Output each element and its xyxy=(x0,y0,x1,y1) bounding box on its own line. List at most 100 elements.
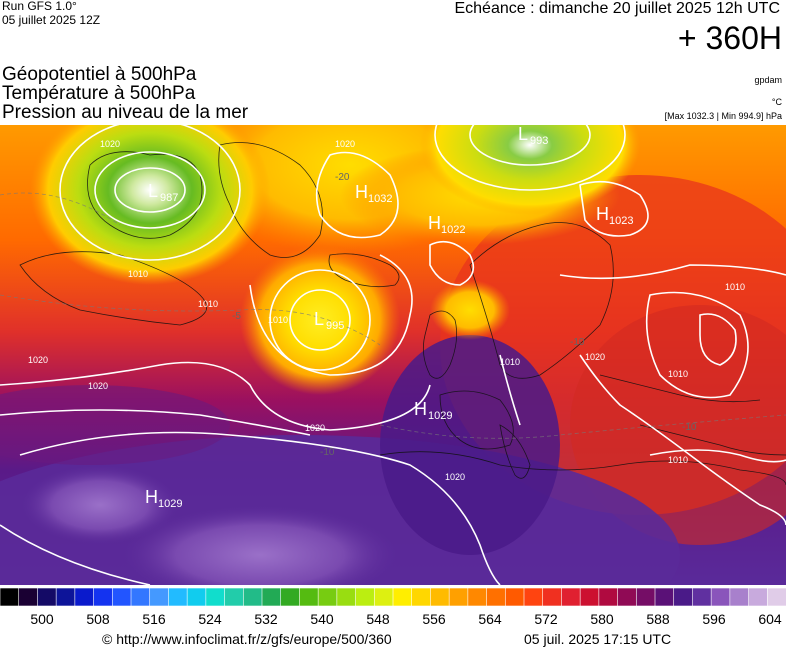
legend-swatch xyxy=(617,587,638,607)
layer-pressure: Pression au niveau de la mer xyxy=(2,102,249,123)
legend-tick: 540 xyxy=(310,611,334,627)
legend-swatch xyxy=(18,587,39,607)
legend-tick: 580 xyxy=(590,611,614,627)
center-value: 993 xyxy=(530,135,548,147)
pressure-center: H 1022 xyxy=(428,213,465,236)
center-type: L xyxy=(314,309,324,329)
isobar-label: 1020 xyxy=(28,355,48,365)
temp-label: -5 xyxy=(232,311,241,322)
legend-swatch xyxy=(673,587,694,607)
legend-swatch xyxy=(467,587,488,607)
echeance-label: Echéance : dimanche 20 juillet 2025 12h … xyxy=(454,0,780,17)
isobar-label: 1010 xyxy=(725,282,745,292)
footer-url[interactable]: © http://www.infoclimat.fr/z/gfs/europe/… xyxy=(102,631,392,647)
center-value: 1023 xyxy=(609,215,633,227)
legend-swatch xyxy=(280,587,301,607)
legend-swatch xyxy=(242,587,263,607)
pressure-center: L 995 xyxy=(314,309,344,332)
isobar-label: 1020 xyxy=(88,381,108,391)
legend-tick: 564 xyxy=(478,611,502,627)
legend-swatch xyxy=(373,587,394,607)
pressure-center: L 987 xyxy=(148,181,178,204)
legend-swatch xyxy=(186,587,207,607)
legend-swatch xyxy=(261,587,282,607)
legend-tick: 532 xyxy=(254,611,278,627)
isobar-label: 1010 xyxy=(500,357,520,367)
legend-swatch xyxy=(299,587,319,607)
legend-tick: 556 xyxy=(422,611,446,627)
temp-label: -20 xyxy=(335,172,350,183)
isobar-label: 1010 xyxy=(198,299,218,309)
legend-tick: 588 xyxy=(646,611,670,627)
layer-geopotential: Géopotentiel à 500hPa xyxy=(2,64,197,85)
center-type: H xyxy=(414,399,427,419)
center-value: 987 xyxy=(160,192,178,204)
legend-swatch xyxy=(149,587,170,607)
isobar-label: 1020 xyxy=(335,139,355,149)
center-value: 1029 xyxy=(158,498,182,510)
legend-swatch xyxy=(692,587,712,607)
center-type: L xyxy=(148,181,158,201)
center-value: 1032 xyxy=(368,193,392,205)
isobar-label: 1010 xyxy=(668,455,688,465)
legend-swatch xyxy=(168,587,188,607)
color-legend xyxy=(0,587,786,607)
center-type: L xyxy=(518,125,528,144)
unit-geopot: gpdam xyxy=(754,75,782,85)
unit-temp: °C xyxy=(771,97,782,107)
layer-temperature: Température à 500hPa xyxy=(2,83,196,104)
center-value: 1029 xyxy=(428,410,452,422)
footer-date: 05 juil. 2025 17:15 UTC xyxy=(524,631,672,647)
legend-tick: 516 xyxy=(142,611,166,627)
lead-time: + 360H xyxy=(677,20,782,56)
pressure-range: [Max 1032.3 | Min 994.9] hPa xyxy=(664,111,782,121)
pressure-center: L 993 xyxy=(518,125,548,147)
isobar-label: 1020 xyxy=(445,472,465,482)
legend-swatch xyxy=(93,587,114,607)
legend-swatch xyxy=(729,587,750,607)
isobar-label: 1020 xyxy=(585,352,605,362)
legend-swatch xyxy=(448,587,469,607)
center-value: 995 xyxy=(326,320,344,332)
legend-swatch xyxy=(111,587,132,607)
isobar-label: 1020 xyxy=(100,139,120,149)
legend-swatch xyxy=(504,587,525,607)
legend-swatch xyxy=(37,587,57,607)
legend-tick: 548 xyxy=(366,611,390,627)
legend-tick: 508 xyxy=(86,611,110,627)
center-type: H xyxy=(428,213,441,233)
legend-swatch xyxy=(635,587,656,607)
legend-tick: 604 xyxy=(758,611,782,627)
center-value: 1022 xyxy=(441,224,465,236)
legend-swatch xyxy=(392,587,413,607)
pressure-center: H 1029 xyxy=(414,399,452,422)
isobar-label: 1010 xyxy=(128,269,148,279)
legend-tick: 572 xyxy=(534,611,558,627)
legend-swatch xyxy=(579,587,600,607)
center-type: H xyxy=(145,487,158,507)
temp-label: -10 xyxy=(320,447,335,458)
legend-swatch xyxy=(561,587,581,607)
legend-swatch xyxy=(598,587,619,607)
legend-swatch xyxy=(74,587,95,607)
legend-swatch xyxy=(766,587,786,607)
weather-map: L 987 L 993 H 1032 H 1022 H 1023 L 995 H… xyxy=(0,125,786,585)
legend-swatch xyxy=(411,587,432,607)
isobar-label: 1020 xyxy=(305,423,325,433)
legend-swatch xyxy=(355,587,376,607)
legend-swatch xyxy=(130,587,151,607)
pressure-center: H 1029 xyxy=(145,487,182,510)
isobar-label: 1010 xyxy=(268,315,288,325)
legend-swatch xyxy=(430,587,450,607)
legend-swatch xyxy=(205,587,226,607)
run-label: Run GFS 1.0° xyxy=(2,0,77,13)
legend-tick: 500 xyxy=(30,611,54,627)
legend-tick: 524 xyxy=(198,611,222,627)
legend-swatch xyxy=(748,587,769,607)
legend-swatch xyxy=(55,587,76,607)
legend-swatch xyxy=(486,587,507,607)
legend-swatch xyxy=(224,587,245,607)
legend-swatch xyxy=(542,587,563,607)
center-type: H xyxy=(596,204,609,224)
legend-swatch xyxy=(336,587,357,607)
